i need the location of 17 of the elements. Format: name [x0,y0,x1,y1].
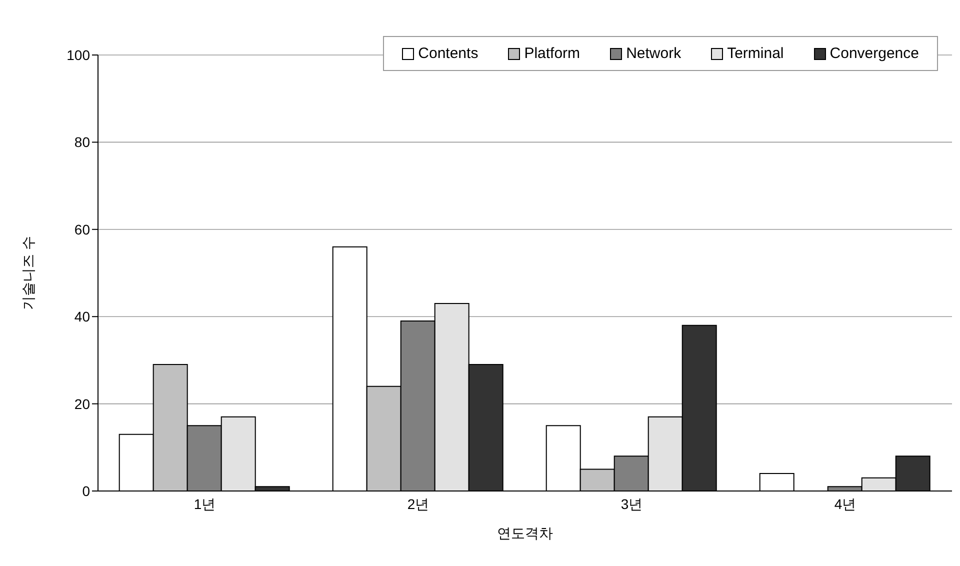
legend-label: Platform [524,45,580,62]
x-tick-label: 3년 [620,496,643,512]
y-tick-label: 100 [66,46,90,63]
y-axis-title: 기술니즈 수 [20,236,36,310]
x-tick-label: 2년 [407,496,430,512]
legend-label: Convergence [830,45,919,62]
x-tick-label: 1년 [194,496,216,512]
legend-label: Terminal [727,45,784,62]
x-axis-title: 연도격차 [497,525,553,541]
legend-label: Contents [418,45,478,62]
y-tick-label: 60 [74,221,90,238]
y-tick-label: 20 [74,396,90,412]
y-tick-label: 80 [74,134,90,150]
y-tick-label: 0 [82,482,90,499]
y-tick-label: 40 [74,308,90,325]
legend-label: Network [626,45,682,62]
x-tick-label: 4년 [834,496,856,512]
